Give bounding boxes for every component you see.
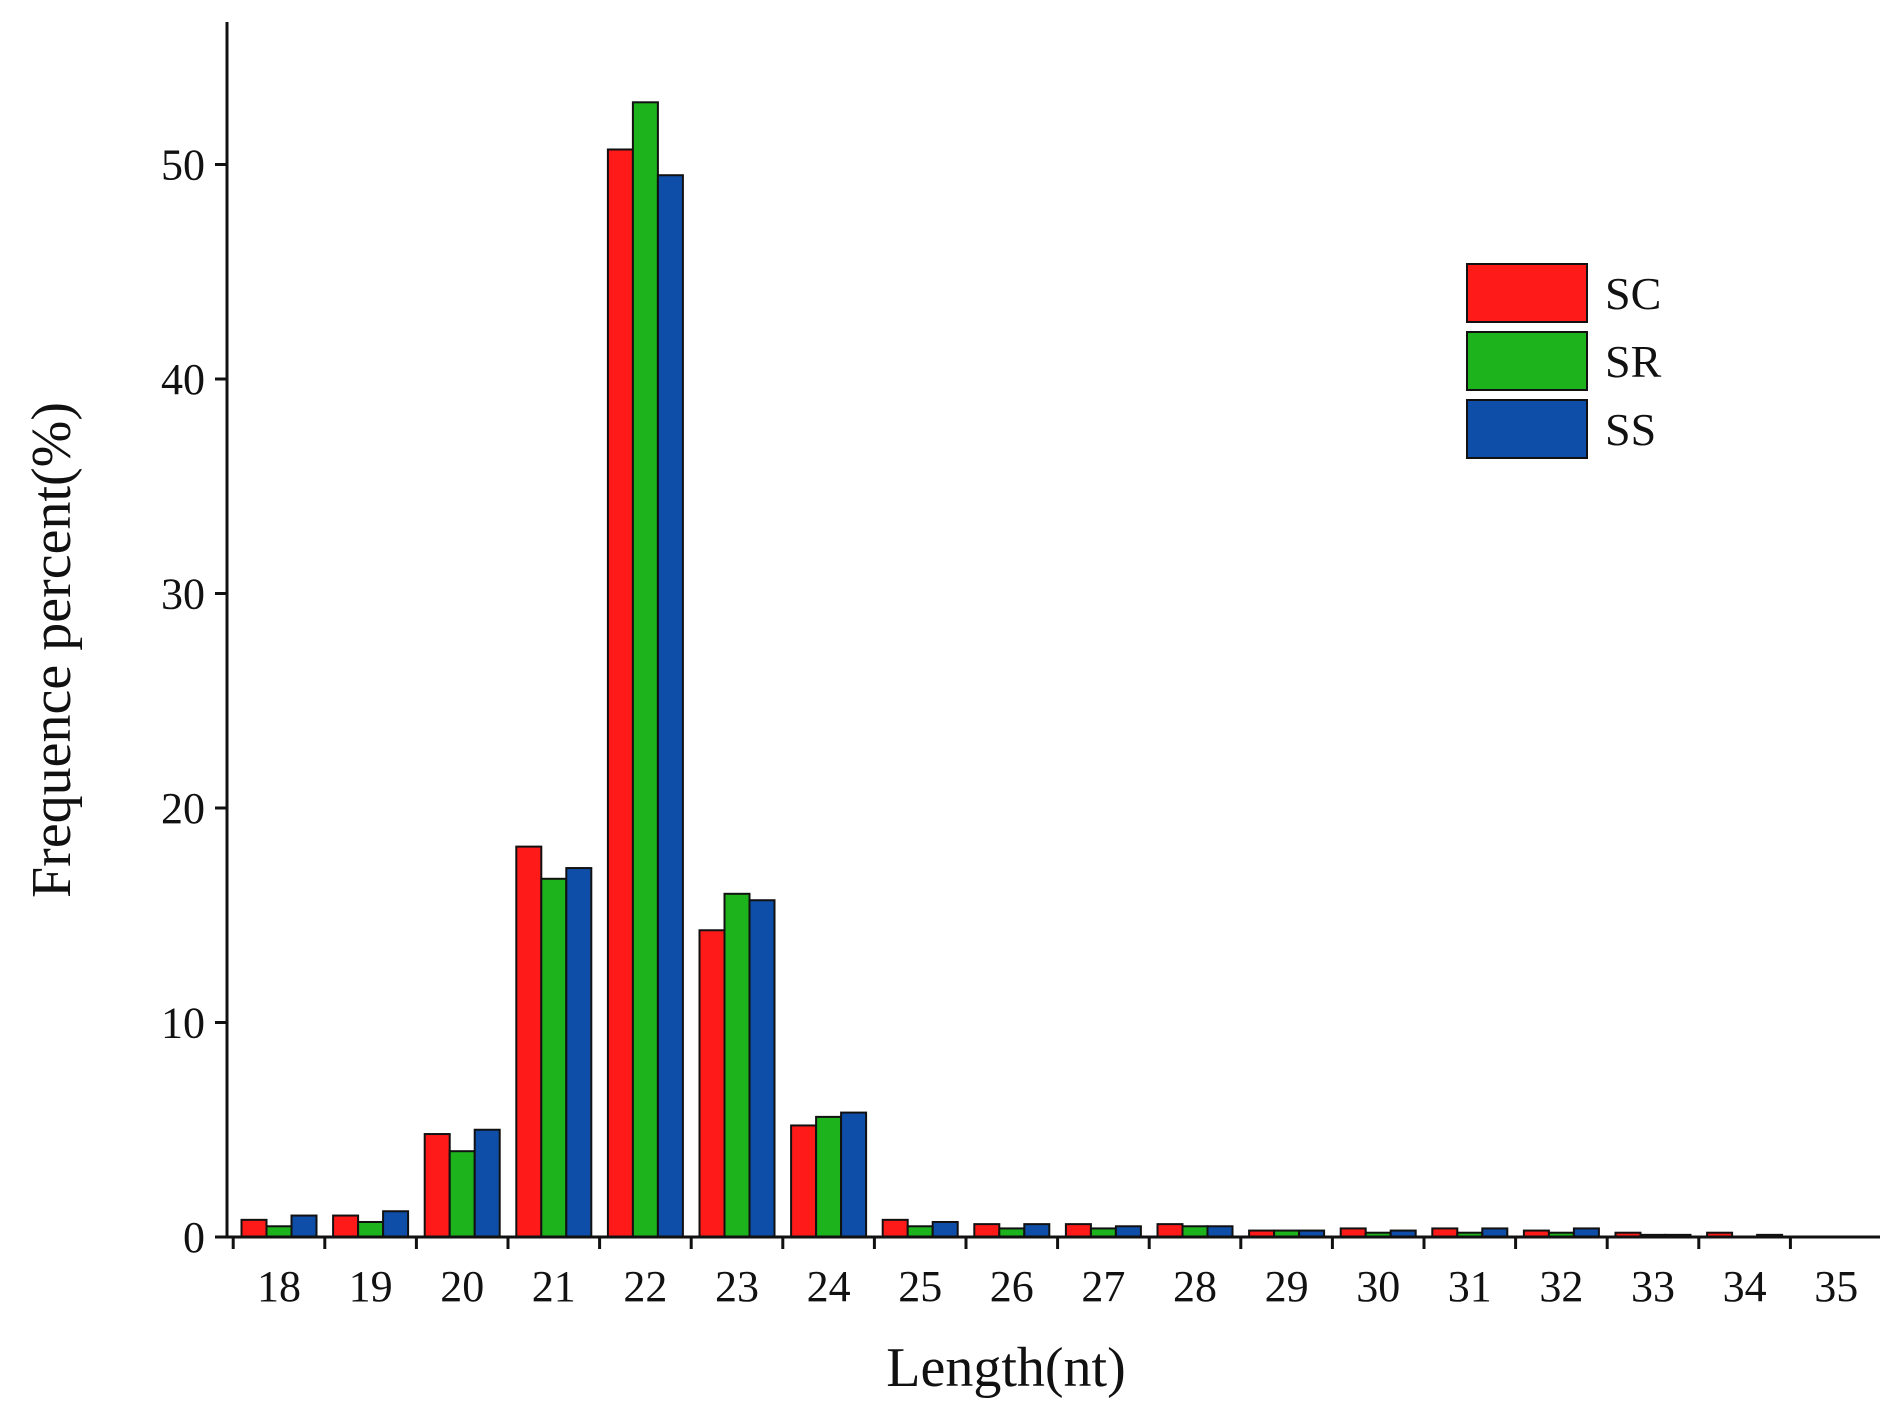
bar-sc-20 <box>423 1133 451 1239</box>
x-tick-label-33: 33 <box>1631 1262 1675 1311</box>
bar-sc-27 <box>1064 1223 1092 1239</box>
bar-ss-21 <box>565 867 593 1238</box>
bar-ss-23 <box>748 899 776 1238</box>
x-tick-label-24: 24 <box>807 1262 851 1311</box>
bar-sr-20 <box>448 1150 476 1238</box>
legend-swatch-ss <box>1466 399 1588 459</box>
y-tick-label-10: 10 <box>161 999 205 1048</box>
x-tick-label-19: 19 <box>349 1262 393 1311</box>
bar-sr-19 <box>357 1220 385 1238</box>
x-axis-title: Length(nt) <box>886 1337 1125 1399</box>
y-axis-title: Frequence percent(%) <box>21 402 83 898</box>
x-tick-label-30: 30 <box>1356 1262 1400 1311</box>
bar-sc-26 <box>973 1223 1001 1239</box>
bar-sc-19 <box>332 1214 360 1239</box>
bar-ss-18 <box>290 1214 318 1239</box>
bar-sc-18 <box>240 1218 268 1238</box>
ticks-layer: 0 10 20 30 40 50 18 19 20 21 22 23 24 25 26 27 28 29 30 31 3… <box>161 141 1858 1312</box>
bar-sr-23 <box>723 892 751 1238</box>
x-tick-label-29: 29 <box>1265 1262 1309 1311</box>
bar-ss-22 <box>656 174 684 1239</box>
bar-ss-20 <box>473 1128 501 1238</box>
bar-sr-28 <box>1181 1225 1209 1239</box>
legend-swatch-sc <box>1466 263 1588 323</box>
bar-sr-18 <box>265 1225 293 1239</box>
bar-sr-25 <box>906 1225 934 1239</box>
bar-ss-25 <box>931 1220 959 1238</box>
bar-sr-24 <box>815 1115 843 1239</box>
bar-ss-26 <box>1023 1223 1051 1239</box>
bar-sr-21 <box>540 877 568 1238</box>
x-tick-label-27: 27 <box>1081 1262 1125 1311</box>
bar-sc-28 <box>1156 1223 1184 1239</box>
bar-sc-22 <box>606 148 634 1239</box>
bar-sr-22 <box>631 101 659 1238</box>
x-tick-label-21: 21 <box>532 1262 576 1311</box>
x-tick-label-35: 35 <box>1814 1262 1858 1311</box>
x-tick-label-32: 32 <box>1539 1262 1583 1311</box>
y-tick-label-50: 50 <box>161 141 205 190</box>
y-tick-label-20: 20 <box>161 784 205 833</box>
y-tick-label-40: 40 <box>161 355 205 404</box>
bar-sc-23 <box>698 929 726 1238</box>
bar-ss-19 <box>382 1210 410 1239</box>
x-tick-label-34: 34 <box>1723 1262 1767 1311</box>
bar-sc-25 <box>881 1218 909 1238</box>
bar-sc-24 <box>790 1124 818 1238</box>
x-tick-label-28: 28 <box>1173 1262 1217 1311</box>
legend: SC SR SS <box>1466 263 1662 459</box>
legend-label-sc: SC <box>1605 268 1661 319</box>
y-tick-label-30: 30 <box>161 570 205 619</box>
x-tick-label-20: 20 <box>440 1262 484 1311</box>
legend-swatch-sr <box>1466 331 1588 391</box>
x-tick-label-31: 31 <box>1448 1262 1492 1311</box>
bar-ss-28 <box>1206 1225 1234 1239</box>
axes-layer <box>217 22 1880 1239</box>
y-tick-label-0: 0 <box>183 1213 205 1262</box>
x-tick-label-25: 25 <box>898 1262 942 1311</box>
bar-sc-21 <box>515 845 543 1238</box>
legend-label-sr: SR <box>1605 336 1662 387</box>
x-tick-label-26: 26 <box>990 1262 1034 1311</box>
x-tick-label-22: 22 <box>623 1262 667 1311</box>
bar-ss-24 <box>840 1111 868 1238</box>
x-tick-label-18: 18 <box>257 1262 301 1311</box>
x-tick-label-23: 23 <box>715 1262 759 1311</box>
bar-ss-27 <box>1114 1225 1142 1239</box>
legend-label-ss: SS <box>1605 404 1656 455</box>
